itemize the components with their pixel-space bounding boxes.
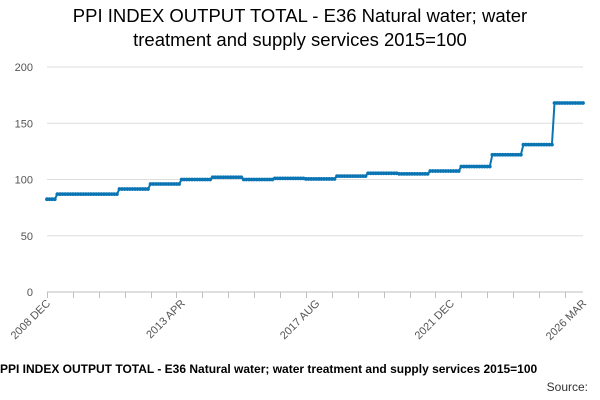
data-point [425,171,430,176]
y-tick-label: 150 [15,118,33,130]
data-point [239,175,244,180]
series-layer [45,101,585,202]
chart-title: PPI INDEX OUTPUT TOTAL - E36 Natural wat… [0,4,600,52]
data-point [518,152,523,157]
y-tick-label: 200 [15,62,33,74]
y-tick-label: 0 [27,287,33,299]
chart-title-line-2: treatment and supply services 2015=100 [133,29,467,50]
y-tick-label: 50 [21,231,33,243]
data-point [550,142,554,147]
x-tick-label: 2026 MAR [544,298,589,343]
data-point [363,174,368,179]
x-tick-label: 2013 APR [144,298,188,342]
data-point [177,182,181,186]
chart-title-line-1: PPI INDEX OUTPUT TOTAL - E36 Natural wat… [72,5,528,26]
data-point [332,177,337,181]
data-point [487,164,492,169]
series-line [47,102,583,201]
data-point [581,101,585,105]
data-point [146,187,150,191]
data-point [52,197,57,202]
legend-entry: PPI INDEX OUTPUT TOTAL - E36 Natural wat… [0,362,538,376]
x-tick-label: 2017 AUG [278,298,322,342]
data-point [456,169,461,173]
data-point [115,192,119,197]
x-tick-label: 2021 DEC [413,298,457,342]
x-tick-label: 2008 DEC [9,298,53,342]
gridlines [47,66,583,237]
axes: 0 50 100 150 200 2008 DEC 2013 APR 2017 AUG 2021… [9,62,589,343]
data-point [208,177,213,182]
source-label: Source: [546,380,588,394]
y-tick-label: 100 [15,175,33,187]
